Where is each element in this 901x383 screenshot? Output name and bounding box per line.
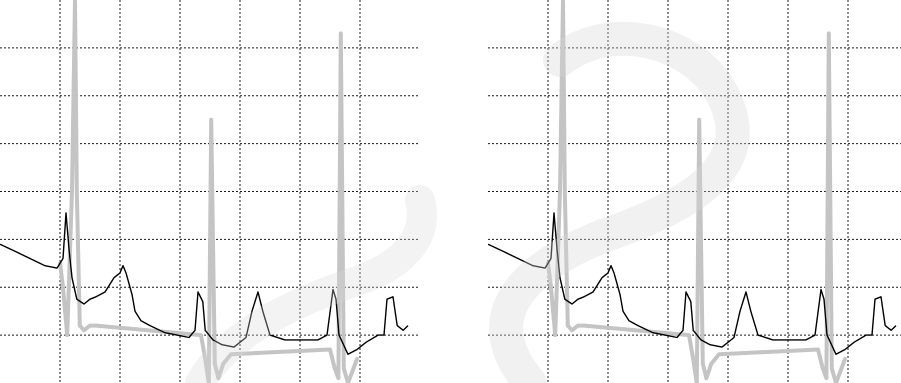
chart-panel-right bbox=[488, 0, 901, 383]
series-line-black bbox=[488, 212, 897, 355]
chart-panel-left bbox=[0, 0, 420, 383]
series-line-black bbox=[0, 212, 409, 355]
series-line-grey bbox=[58, 0, 359, 383]
series-line-grey bbox=[546, 0, 847, 383]
